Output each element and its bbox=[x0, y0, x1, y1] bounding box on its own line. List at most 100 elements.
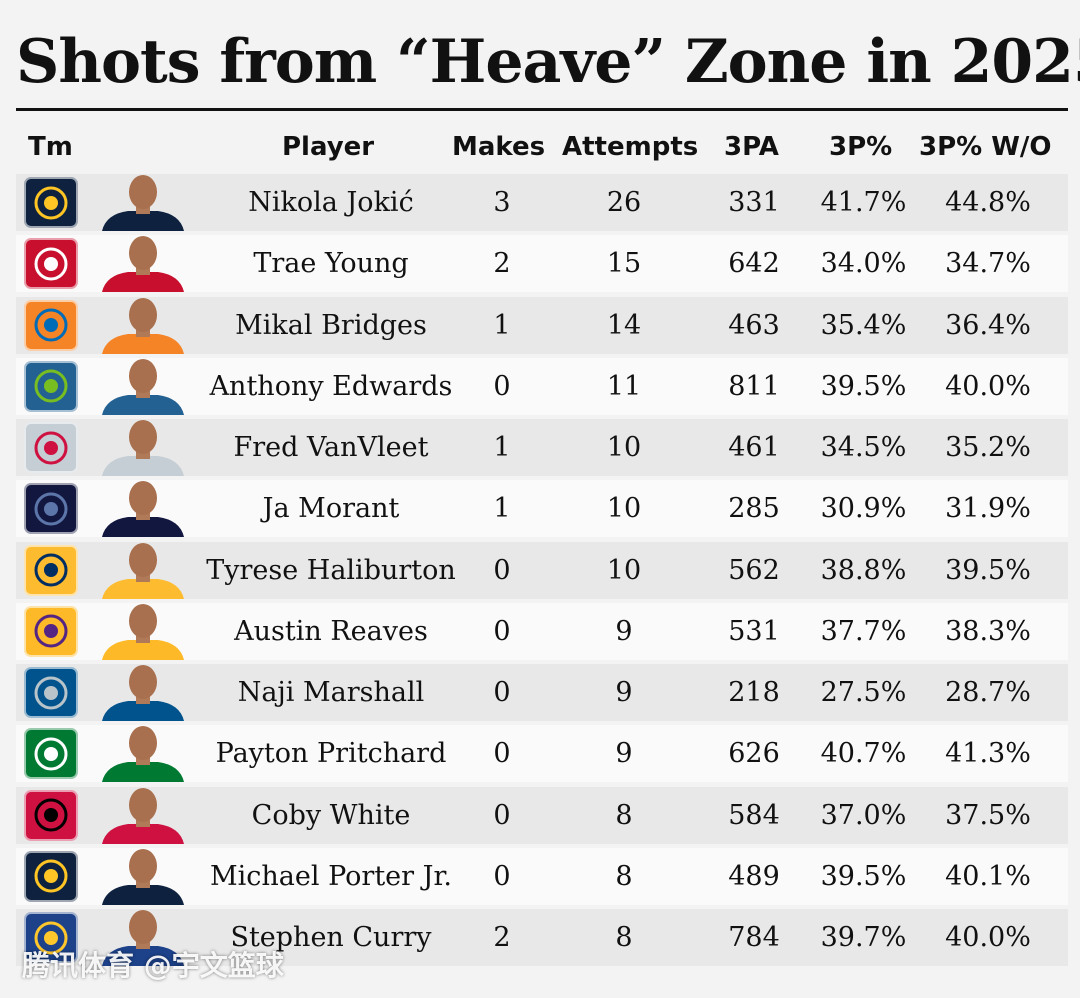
header-team: Tm bbox=[28, 132, 73, 162]
three-pa-value: 562 bbox=[728, 554, 780, 586]
three-pct-value: 34.5% bbox=[820, 432, 907, 463]
three-pct-without-value: 44.8% bbox=[945, 187, 1031, 218]
player-name: Fred VanVleet bbox=[233, 432, 429, 463]
makes-value: 0 bbox=[493, 554, 511, 586]
header-3pa: 3PA bbox=[724, 132, 779, 162]
attempts-value: 10 bbox=[606, 554, 642, 586]
three-pct-value: 39.7% bbox=[820, 922, 907, 953]
player-headshot-icon bbox=[102, 848, 184, 905]
header-player: Player bbox=[282, 132, 375, 162]
table-row: Mikal Bridges 1 14 463 35.4% 36.4% bbox=[16, 296, 1068, 354]
team-logo-icon bbox=[24, 299, 78, 351]
makes-value: 0 bbox=[493, 370, 511, 402]
three-pct-without-value: 35.2% bbox=[945, 432, 1031, 463]
team-logo-icon bbox=[24, 544, 78, 596]
player-name: Trae Young bbox=[253, 248, 409, 280]
title-divider bbox=[16, 108, 1068, 111]
team-logo-icon bbox=[24, 360, 78, 412]
team-logo-icon bbox=[24, 789, 78, 841]
team-logo-icon bbox=[24, 728, 78, 780]
three-pct-without-value: 40.1% bbox=[945, 860, 1031, 892]
three-pct-without-value: 38.3% bbox=[945, 615, 1031, 647]
makes-value: 1 bbox=[493, 309, 511, 341]
attempts-value: 9 bbox=[615, 615, 633, 647]
table-row: Austin Reaves 0 9 531 37.7% 38.3% bbox=[16, 602, 1068, 660]
player-headshot-icon bbox=[102, 175, 184, 231]
player-headshot-icon bbox=[102, 787, 184, 844]
page-title: Shots from “Heave” Zone in 2025 bbox=[16, 27, 1080, 97]
three-pct-without-value: 39.5% bbox=[945, 554, 1031, 586]
three-pct-without-value: 34.7% bbox=[945, 248, 1031, 280]
three-pct-without-value: 41.3% bbox=[945, 738, 1031, 770]
table-row: Stephen Curry 2 8 784 39.7% 40.0% bbox=[16, 909, 1068, 966]
attempts-value: 10 bbox=[606, 432, 642, 463]
header-3p-pct-without: 3P% W/O bbox=[919, 132, 1052, 162]
table-row: Coby White 0 8 584 37.0% 37.5% bbox=[16, 786, 1068, 844]
table-row: Naji Marshall 0 9 218 27.5% 28.7% bbox=[16, 664, 1068, 721]
team-logo-icon bbox=[24, 667, 78, 718]
attempts-value: 26 bbox=[606, 187, 642, 218]
attempts-value: 9 bbox=[615, 677, 633, 708]
player-headshot-icon bbox=[102, 481, 184, 538]
three-pa-value: 626 bbox=[728, 738, 780, 770]
player-name: Payton Pritchard bbox=[215, 738, 447, 770]
three-pa-value: 811 bbox=[728, 370, 780, 402]
makes-value: 2 bbox=[493, 922, 511, 953]
player-name: Austin Reaves bbox=[234, 615, 428, 647]
table-row: Fred VanVleet 1 10 461 34.5% 35.2% bbox=[16, 419, 1068, 476]
three-pct-without-value: 37.5% bbox=[945, 799, 1031, 831]
makes-value: 1 bbox=[493, 432, 511, 463]
three-pct-value: 41.7% bbox=[820, 187, 907, 218]
attempts-value: 8 bbox=[615, 799, 633, 831]
table-row: Tyrese Haliburton 0 10 562 38.8% 39.5% bbox=[16, 541, 1068, 599]
three-pa-value: 285 bbox=[728, 493, 780, 525]
header-attempts: Attempts bbox=[562, 132, 699, 162]
player-headshot-icon bbox=[102, 358, 184, 415]
attempts-value: 8 bbox=[615, 922, 633, 953]
three-pa-value: 531 bbox=[728, 615, 780, 647]
attempts-value: 14 bbox=[606, 309, 642, 341]
makes-value: 3 bbox=[493, 187, 511, 218]
team-logo-icon bbox=[24, 605, 78, 657]
three-pct-without-value: 31.9% bbox=[945, 493, 1031, 525]
player-name: Ja Morant bbox=[262, 493, 400, 525]
three-pct-without-value: 36.4% bbox=[945, 309, 1031, 341]
three-pct-value: 39.5% bbox=[820, 370, 907, 402]
team-logo-icon bbox=[24, 238, 78, 290]
three-pa-value: 463 bbox=[728, 309, 780, 341]
three-pct-without-value: 40.0% bbox=[945, 370, 1031, 402]
attempts-value: 11 bbox=[606, 370, 642, 402]
makes-value: 0 bbox=[493, 738, 511, 770]
player-name: Michael Porter Jr. bbox=[210, 860, 452, 892]
table-row: Payton Pritchard 0 9 626 40.7% 41.3% bbox=[16, 725, 1068, 783]
player-headshot-icon bbox=[102, 603, 184, 660]
three-pct-without-value: 40.0% bbox=[945, 922, 1031, 953]
table-row: Trae Young 2 15 642 34.0% 34.7% bbox=[16, 235, 1068, 293]
team-logo-icon bbox=[24, 850, 78, 902]
three-pa-value: 784 bbox=[728, 922, 780, 953]
team-logo-icon bbox=[24, 422, 78, 473]
player-name: Nikola Jokić bbox=[248, 187, 414, 218]
makes-value: 0 bbox=[493, 860, 511, 892]
player-headshot-icon bbox=[102, 726, 184, 783]
three-pa-value: 489 bbox=[728, 860, 780, 892]
three-pct-value: 35.4% bbox=[820, 309, 907, 341]
team-logo-icon bbox=[24, 912, 78, 963]
player-headshot-icon bbox=[102, 297, 184, 354]
stats-table: Nikola Jokić 3 26 331 41.7% 44.8% Trae Young 2 1… bbox=[16, 174, 1068, 970]
player-name: Tyrese Haliburton bbox=[206, 554, 456, 586]
three-pa-value: 461 bbox=[728, 432, 780, 463]
watermark: 腾讯体育 @宇文篮球 bbox=[22, 949, 284, 982]
three-pa-value: 584 bbox=[728, 799, 780, 831]
three-pct-value: 37.7% bbox=[820, 615, 907, 647]
three-pa-value: 642 bbox=[728, 248, 780, 280]
player-name: Coby White bbox=[251, 799, 411, 831]
table-row: Nikola Jokić 3 26 331 41.7% 44.8% bbox=[16, 174, 1068, 231]
three-pct-value: 38.8% bbox=[820, 554, 907, 586]
three-pa-value: 331 bbox=[728, 187, 780, 218]
player-headshot-icon bbox=[102, 665, 184, 721]
three-pct-value: 34.0% bbox=[820, 248, 907, 280]
table-row: Ja Morant 1 10 285 30.9% 31.9% bbox=[16, 480, 1068, 538]
header-3p-pct: 3P% bbox=[829, 132, 893, 162]
table-row: Michael Porter Jr. 0 8 489 39.5% 40.1% bbox=[16, 847, 1068, 905]
